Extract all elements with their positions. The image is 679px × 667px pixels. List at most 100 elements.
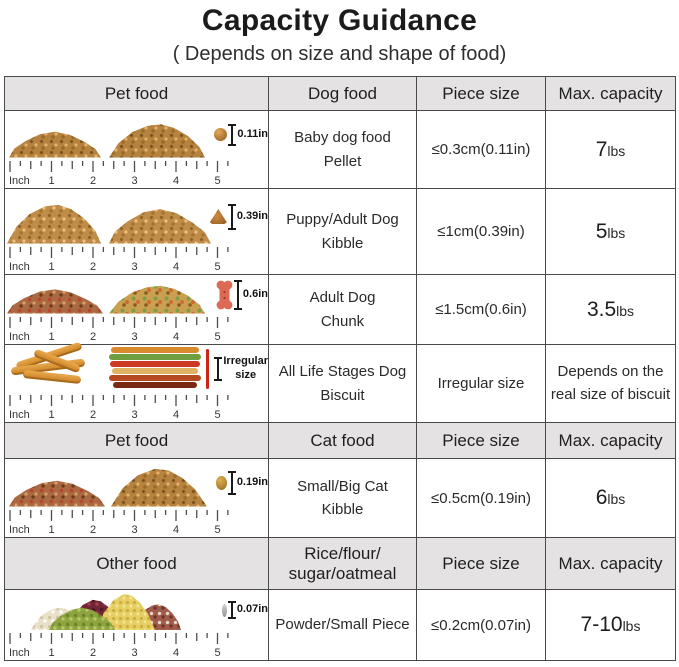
- measure-group: Irregular size: [205, 348, 268, 389]
- bone-treat-icon: [216, 280, 233, 309]
- section-header-other-food: Other food Rice/flour/ sugar/oatmeal Pie…: [4, 537, 676, 590]
- measure-label: 0.07in: [236, 603, 268, 616]
- kibble-pile-image: [111, 468, 207, 507]
- page-subtitle: ( Depends on size and shape of food): [172, 43, 507, 65]
- table-row-powder-small-piece: 0.07in Inch 1 2 3 4 5 Powder/Small Piece ≤0.2…: [4, 589, 676, 661]
- svg-text:5: 5: [214, 647, 220, 658]
- svg-text:2: 2: [90, 261, 96, 272]
- svg-text:5: 5: [214, 409, 220, 420]
- svg-text:2: 2: [90, 647, 96, 658]
- piece-size-value: ≤0.5cm(0.19in): [416, 458, 546, 538]
- chunk-piles-image: 0.6in: [5, 276, 268, 314]
- dried-strips-image: [10, 341, 95, 390]
- header-max-capacity: Max. capacity: [545, 537, 676, 590]
- header-cat-food: Cat food: [268, 422, 417, 459]
- svg-text:2: 2: [90, 331, 96, 342]
- capacity-number: 7-10: [580, 613, 623, 636]
- biscuit-stick-icon: [205, 348, 210, 389]
- biscuit-image: Irregular size: [5, 341, 268, 392]
- food-name: Adult Dog Chunk: [268, 274, 417, 345]
- food-name: Puppy/Adult Dog Kibble: [268, 188, 417, 275]
- header-rice-flour: Rice/flour/ sugar/oatmeal: [268, 537, 417, 590]
- inch-ruler: Inch 1 2 3 4 5: [9, 160, 229, 186]
- measure-indicator-icon: [233, 279, 242, 310]
- svg-text:3: 3: [131, 261, 137, 272]
- piece-size-value: ≤0.2cm(0.07in): [416, 589, 546, 661]
- svg-text:1: 1: [48, 261, 54, 272]
- kibble-pile-image: [7, 204, 101, 244]
- svg-text:5: 5: [214, 524, 220, 535]
- table-row-baby-dog-food: 0.11in Inch 1 2 3 4 5 Baby dog food Pellet ≤0…: [4, 110, 676, 189]
- measure-label: Irregular size: [223, 355, 268, 381]
- kibble-pile-image: [109, 209, 211, 244]
- svg-text:Inch: Inch: [9, 409, 30, 420]
- table-row-dog-biscuit: Irregular size Inch 1 2 3 4 5 All Life Stages…: [4, 341, 676, 423]
- header-dog-food: Dog food: [268, 76, 417, 111]
- svg-text:2: 2: [90, 524, 96, 535]
- kibble-triangle-icon: [209, 209, 227, 224]
- food-name: Powder/Small Piece: [268, 589, 417, 661]
- kibble-pile-image: [9, 131, 101, 158]
- cat-kibble-icon: [215, 476, 227, 490]
- measure-group: 0.39in: [209, 203, 268, 230]
- mixed-chunk-pile-image: [109, 285, 205, 314]
- pellet-icon: [214, 128, 228, 141]
- grain-piles-image: 0.07in: [5, 590, 268, 630]
- piece-size-value: Irregular size: [416, 344, 546, 423]
- kibble-pile-image: [9, 480, 105, 507]
- svg-text:1: 1: [48, 409, 54, 420]
- svg-text:Inch: Inch: [9, 175, 30, 186]
- table-row-puppy-adult-dog: 0.39in Inch 1 2 3 4 5 Puppy/Adult Dog Kibble …: [4, 188, 676, 275]
- section-header-dog-food: Pet food Dog food Piece size Max. capaci…: [4, 76, 676, 111]
- capacity-number: 3.5: [586, 297, 617, 321]
- svg-text:Inch: Inch: [9, 331, 30, 342]
- svg-text:3: 3: [131, 647, 137, 658]
- max-capacity-value: 5lbs: [545, 188, 676, 275]
- svg-text:Inch: Inch: [9, 524, 30, 535]
- header-pet-food: Pet food: [4, 422, 269, 459]
- measure-indicator-icon: [227, 471, 236, 495]
- food-name: Small/Big Cat Kibble: [268, 458, 417, 538]
- kibble-pile-image: [109, 124, 205, 158]
- header-piece-size: Piece size: [416, 537, 546, 590]
- svg-text:2: 2: [90, 409, 96, 420]
- food-image-cell: 0.6in Inch 1 2 3 4 5: [4, 274, 269, 345]
- max-capacity-value: 6lbs: [545, 458, 676, 538]
- measure-label: 0.19in: [236, 476, 268, 489]
- capacity-unit: lbs: [607, 491, 626, 507]
- svg-text:5: 5: [214, 331, 220, 342]
- piece-size-value: ≤1.5cm(0.6in): [416, 274, 546, 345]
- svg-text:4: 4: [173, 409, 179, 420]
- svg-text:4: 4: [173, 175, 179, 186]
- inch-ruler: Inch 1 2 3 4 5: [9, 316, 229, 342]
- header-piece-size: Piece size: [416, 76, 546, 111]
- measure-group: 0.11in: [214, 123, 268, 146]
- grain-icon: [221, 603, 227, 617]
- measure-indicator-icon: [214, 356, 223, 381]
- svg-text:4: 4: [173, 331, 179, 342]
- svg-text:1: 1: [48, 647, 54, 658]
- svg-text:Inch: Inch: [9, 261, 30, 272]
- stick-stack-image: [109, 346, 201, 388]
- table-row-cat-kibble: 0.19in Inch 1 2 3 4 5 Small/Big Cat Kibble ≤0…: [4, 458, 676, 538]
- header-other-food: Other food: [4, 537, 269, 590]
- food-image-cell: 0.07in Inch 1 2 3 4 5: [4, 589, 269, 661]
- svg-text:3: 3: [131, 175, 137, 186]
- food-image-cell: 0.11in Inch 1 2 3 4 5: [4, 110, 269, 189]
- svg-text:1: 1: [48, 175, 54, 186]
- header-pet-food: Pet food: [4, 76, 269, 111]
- piece-size-value: ≤1cm(0.39in): [416, 188, 546, 275]
- measure-group: 0.19in: [215, 471, 268, 495]
- inch-ruler: Inch 1 2 3 4 5: [9, 633, 229, 658]
- svg-text:4: 4: [173, 647, 179, 658]
- food-name: All Life Stages Dog Biscuit: [268, 344, 417, 423]
- section-header-cat-food: Pet food Cat food Piece size Max. capaci…: [4, 422, 676, 459]
- svg-text:5: 5: [214, 175, 220, 186]
- svg-text:3: 3: [131, 331, 137, 342]
- piece-size-value: ≤0.3cm(0.11in): [416, 110, 546, 189]
- capacity-number: 5: [595, 219, 608, 243]
- measure-group: 0.6in: [216, 279, 268, 310]
- measure-label: 0.39in: [236, 209, 268, 222]
- svg-text:1: 1: [48, 331, 54, 342]
- measure-label: 0.11in: [237, 127, 268, 140]
